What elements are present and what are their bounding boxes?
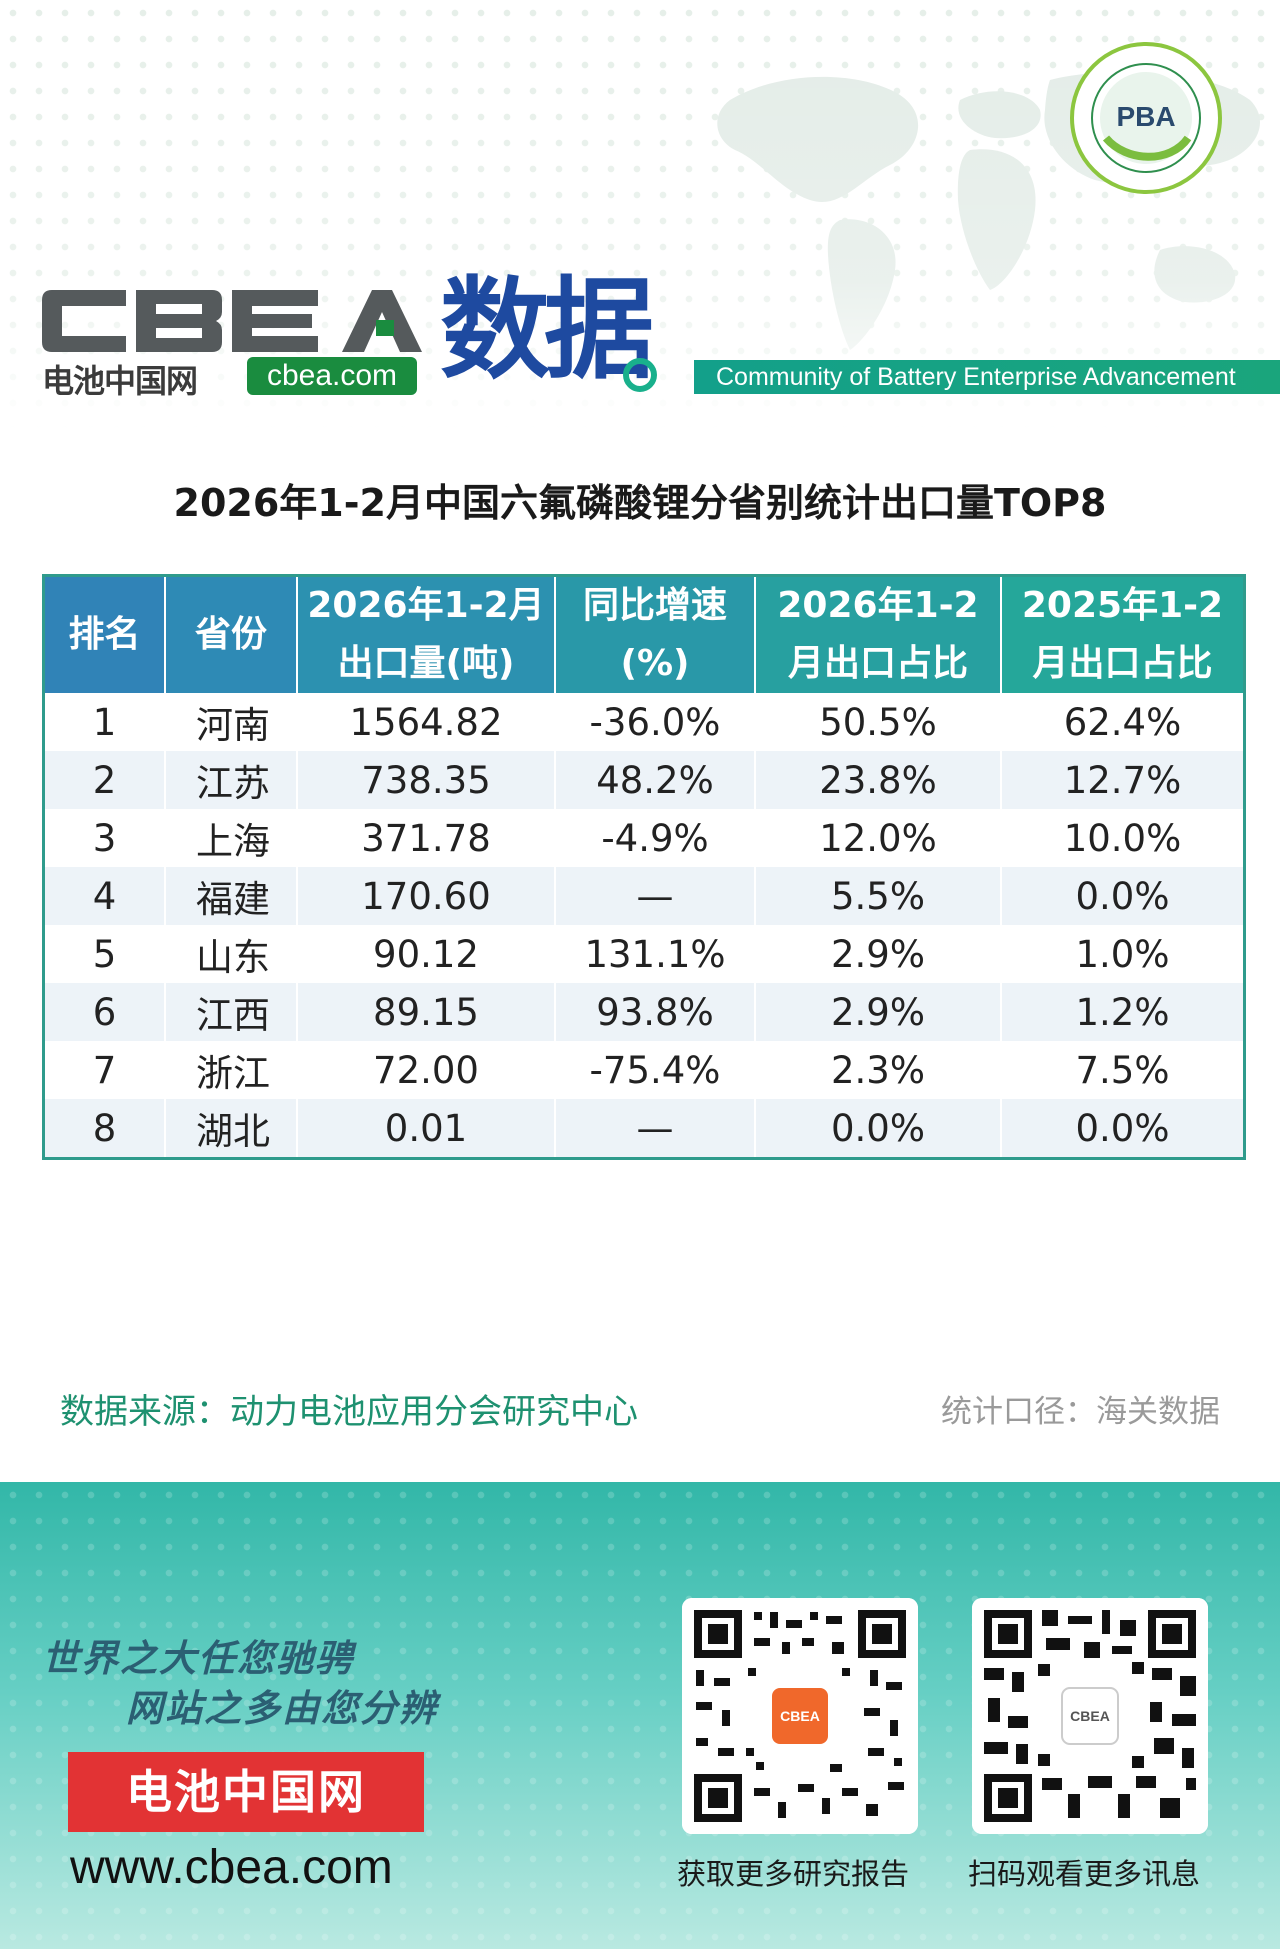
qr-code-right-graphic: CBEA xyxy=(972,1598,1208,1834)
share-2025-cell: 7.5% xyxy=(1001,1041,1243,1099)
column-header-rank: 排名 xyxy=(45,577,166,693)
footer-slogan-2: 网站之多由您分辨 xyxy=(126,1687,438,1730)
share-2026-cell: 5.5% xyxy=(755,867,1002,925)
share-2026-cell: 2.9% xyxy=(755,983,1002,1041)
province-cell: 山东 xyxy=(165,925,298,983)
share-2026-cell: 0.0% xyxy=(755,1099,1002,1157)
share-2025-cell: 1.2% xyxy=(1001,983,1243,1041)
yoy-cell: -4.9% xyxy=(555,809,756,867)
column-header-province: 省份 xyxy=(165,577,298,693)
yoy-cell: -36.0% xyxy=(555,693,756,751)
svg-text:CBEA: CBEA xyxy=(1070,1708,1110,1724)
share-2026-cell: 23.8% xyxy=(755,751,1002,809)
table-header-row: 排名 省份 2026年1-2月 出口量(吨) 同比增速 (%) 2026年1-2 月出… xyxy=(45,577,1243,693)
rank-cell: 6 xyxy=(45,983,166,1041)
rank-cell: 1 xyxy=(45,693,166,751)
rank-cell: 7 xyxy=(45,1041,166,1099)
share-2026-cell: 2.9% xyxy=(755,925,1002,983)
rank-cell: 3 xyxy=(45,809,166,867)
section-title-data: 数据 xyxy=(440,266,654,394)
table-row: 1 河南 1564.82 -36.0% 50.5% 62.4% xyxy=(45,693,1243,751)
data-source-label: 数据来源：动力电池应用分会研究中心 xyxy=(60,1392,638,1432)
column-header-share-2025: 2025年1-2 月出口占比 xyxy=(1001,577,1243,693)
yoy-cell: — xyxy=(555,867,756,925)
svg-text:PBA: PBA xyxy=(1116,101,1175,132)
page-title: 2026年1-2月中国六氟磷酸锂分省别统计出口量TOP8 xyxy=(173,481,1107,525)
province-cell: 江苏 xyxy=(165,751,298,809)
volume-cell: 89.15 xyxy=(297,983,556,1041)
community-tagline-bar: Community of Battery Enterprise Advancem… xyxy=(694,360,1280,394)
share-2025-cell: 0.0% xyxy=(1001,867,1243,925)
table-row: 7 浙江 72.00 -75.4% 2.3% 7.5% xyxy=(45,1041,1243,1099)
volume-cell: 371.78 xyxy=(297,809,556,867)
footer-slogan-1: 世界之大任您驰骋 xyxy=(42,1637,354,1680)
statistics-caliber-label: 统计口径：海关数据 xyxy=(941,1394,1220,1430)
table-row: 4 福建 170.60 — 5.5% 0.0% xyxy=(45,867,1243,925)
province-cell: 湖北 xyxy=(165,1099,298,1157)
province-cell: 浙江 xyxy=(165,1041,298,1099)
province-cell: 河南 xyxy=(165,693,298,751)
data-ring-icon xyxy=(623,358,657,392)
column-header-share-2026: 2026年1-2 月出口占比 xyxy=(755,577,1002,693)
volume-cell: 72.00 xyxy=(297,1041,556,1099)
qr-left-caption: 获取更多研究报告 xyxy=(677,1857,910,1891)
footer-site-url[interactable]: www.cbea.com xyxy=(70,1841,393,1894)
share-2025-cell: 0.0% xyxy=(1001,1099,1243,1157)
column-header-yoy: 同比增速 (%) xyxy=(555,577,756,693)
column-header-volume: 2026年1-2月 出口量(吨) xyxy=(297,577,556,693)
yoy-cell: — xyxy=(555,1099,756,1157)
brand-name-cn: 电池中国网 xyxy=(42,362,198,400)
table-row: 2 江苏 738.35 48.2% 23.8% 12.7% xyxy=(45,751,1243,809)
share-2025-cell: 12.7% xyxy=(1001,751,1243,809)
province-cell: 上海 xyxy=(165,809,298,867)
export-ranking-table: 排名 省份 2026年1-2月 出口量(吨) 同比增速 (%) 2026年1-2 月出… xyxy=(42,574,1246,1160)
qr-code-research-reports[interactable]: CBEA xyxy=(682,1598,918,1834)
footer-brand-box[interactable]: 电池中国网 xyxy=(68,1752,424,1832)
table-row: 5 山东 90.12 131.1% 2.9% 1.0% xyxy=(45,925,1243,983)
brand-url-badge: cbea.com xyxy=(247,357,417,395)
pba-badge-logo: PBA xyxy=(1070,42,1222,194)
volume-cell: 90.12 xyxy=(297,925,556,983)
share-2026-cell: 12.0% xyxy=(755,809,1002,867)
share-2025-cell: 10.0% xyxy=(1001,809,1243,867)
qr-right-caption: 扫码观看更多讯息 xyxy=(968,1857,1201,1891)
cbea-logo-wordmark xyxy=(42,290,422,352)
volume-cell: 170.60 xyxy=(297,867,556,925)
rank-cell: 5 xyxy=(45,925,166,983)
rank-cell: 8 xyxy=(45,1099,166,1157)
volume-cell: 1564.82 xyxy=(297,693,556,751)
svg-text:CBEA: CBEA xyxy=(780,1708,820,1724)
volume-cell: 738.35 xyxy=(297,751,556,809)
qr-code-left-graphic: CBEA xyxy=(682,1598,918,1834)
table-row: 3 上海 371.78 -4.9% 12.0% 10.0% xyxy=(45,809,1243,867)
table-row: 8 湖北 0.01 — 0.0% 0.0% xyxy=(45,1099,1243,1157)
share-2025-cell: 62.4% xyxy=(1001,693,1243,751)
rank-cell: 4 xyxy=(45,867,166,925)
share-2026-cell: 2.3% xyxy=(755,1041,1002,1099)
share-2025-cell: 1.0% xyxy=(1001,925,1243,983)
yoy-cell: -75.4% xyxy=(555,1041,756,1099)
yoy-cell: 48.2% xyxy=(555,751,756,809)
volume-cell: 0.01 xyxy=(297,1099,556,1157)
rank-cell: 2 xyxy=(45,751,166,809)
qr-code-more-news[interactable]: CBEA xyxy=(972,1598,1208,1834)
yoy-cell: 131.1% xyxy=(555,925,756,983)
province-cell: 福建 xyxy=(165,867,298,925)
share-2026-cell: 50.5% xyxy=(755,693,1002,751)
province-cell: 江西 xyxy=(165,983,298,1041)
yoy-cell: 93.8% xyxy=(555,983,756,1041)
table-row: 6 江西 89.15 93.8% 2.9% 1.2% xyxy=(45,983,1243,1041)
